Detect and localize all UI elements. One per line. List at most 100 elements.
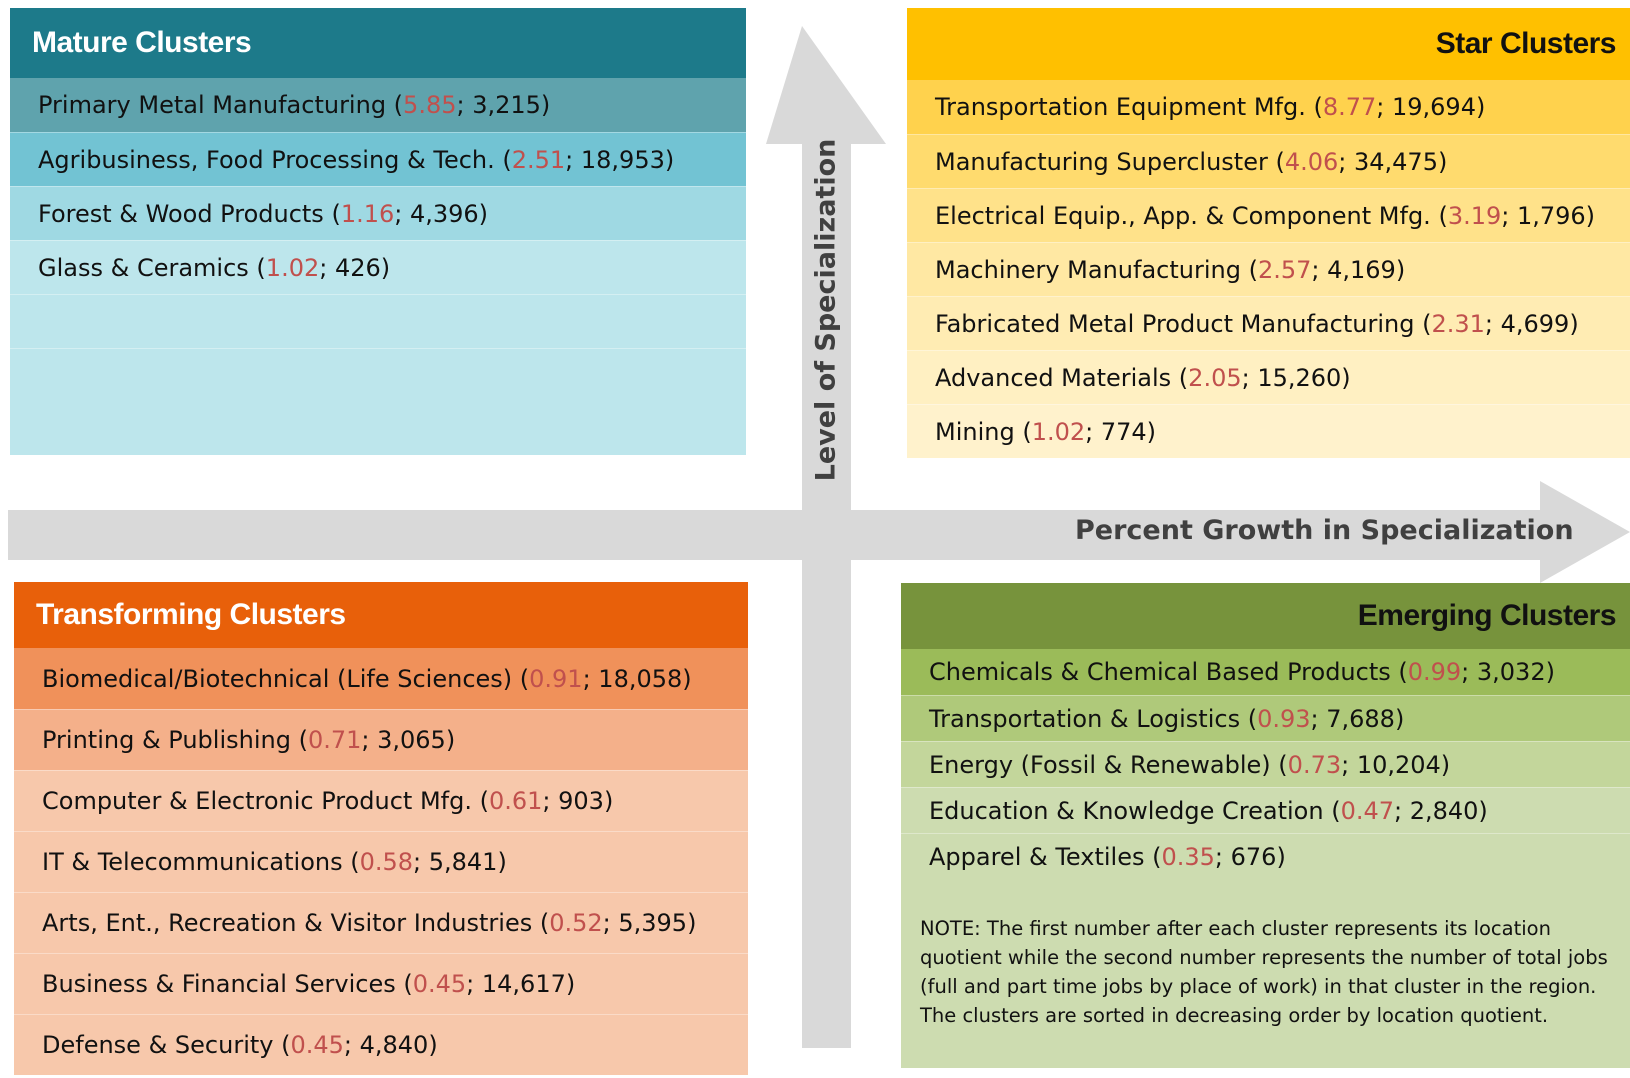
location-quotient: 0.35 — [1161, 842, 1215, 871]
cluster-name: Glass & Ceramics ( — [38, 253, 266, 282]
job-count: ; 3,215) — [456, 91, 551, 119]
job-count: ; 4,169) — [1311, 255, 1406, 284]
job-count: ; 4,840) — [343, 1031, 438, 1059]
job-count: ; 7,688) — [1310, 704, 1405, 733]
cluster-row: Defense & Security (0.45; 4,840) — [14, 1014, 748, 1075]
cluster-name: Defense & Security ( — [42, 1031, 291, 1059]
job-count: ; 15,260) — [1241, 363, 1351, 392]
location-quotient: 1.02 — [265, 253, 320, 282]
cluster-row: Business & Financial Services (0.45; 14,… — [14, 953, 748, 1014]
cluster-row: Arts, Ent., Recreation & Visitor Industr… — [14, 892, 748, 953]
job-count: ; 14,617) — [466, 970, 576, 998]
location-quotient: 5.85 — [403, 91, 457, 119]
cluster-name: Arts, Ent., Recreation & Visitor Industr… — [42, 909, 550, 937]
cluster-name: Forest & Wood Products ( — [38, 199, 341, 228]
cluster-name: Computer & Electronic Product Mfg. ( — [42, 787, 489, 815]
location-quotient: 0.91 — [529, 664, 583, 693]
location-quotient: 2.51 — [511, 145, 566, 174]
cluster-name: Transportation & Logistics ( — [929, 704, 1258, 733]
location-quotient: 0.58 — [359, 848, 414, 876]
cluster-name: Business & Financial Services ( — [42, 970, 413, 998]
cluster-row: IT & Telecommunications (0.58; 5,841) — [14, 831, 748, 892]
location-quotient: 0.99 — [1407, 658, 1462, 686]
cluster-row: Forest & Wood Products (1.16; 4,396) — [10, 186, 746, 240]
note: NOTE: The first number after each cluste… — [920, 917, 1608, 1027]
cluster-name: Machinery Manufacturing ( — [935, 255, 1258, 284]
cluster-row: Fabricated Metal Product Manufacturing (… — [907, 296, 1630, 350]
job-count: ; 4,699) — [1484, 309, 1579, 338]
cluster-row: Printing & Publishing (0.71; 3,065) — [14, 709, 748, 770]
job-count: ; 5,395) — [602, 909, 697, 937]
location-quotient: 3.19 — [1447, 201, 1502, 230]
job-count: ; 18,953) — [565, 145, 675, 174]
location-quotient: 8.77 — [1322, 93, 1377, 121]
location-quotient: 0.93 — [1257, 704, 1311, 733]
cluster-name: Agribusiness, Food Processing & Tech. ( — [38, 145, 512, 174]
quadrant: Mature Clusters Primary Metal Manufacturi… — [10, 8, 746, 455]
quadrant-title: Star Clusters — [907, 8, 1630, 80]
quadrant-title: Mature Clusters — [10, 8, 746, 78]
location-quotient: 0.45 — [412, 970, 467, 998]
job-count: ; 1,796) — [1501, 201, 1596, 230]
cluster-name: Fabricated Metal Product Manufacturing ( — [935, 309, 1432, 338]
quadrant: Emerging Clusters Chemicals & Chemical Ba… — [901, 583, 1630, 1068]
cluster-name: Manufacturing Supercluster ( — [935, 147, 1285, 176]
empty-row — [10, 294, 746, 348]
vertical-axis-label: Level of Specialization — [810, 138, 842, 482]
empty-row — [10, 348, 746, 402]
cluster-row: Energy (Fossil & Renewable) (0.73; 10,20… — [901, 741, 1630, 787]
job-count: ; 903) — [542, 787, 614, 815]
cluster-row: Manufacturing Supercluster (4.06; 34,475… — [907, 134, 1630, 188]
location-quotient: 1.16 — [340, 199, 395, 228]
cluster-name: Transportation Equipment Mfg. ( — [935, 93, 1323, 121]
quadrant-title: Emerging Clusters — [901, 583, 1630, 649]
cluster-name: Printing & Publishing ( — [42, 726, 308, 754]
job-count: ; 18,058) — [582, 664, 692, 693]
location-quotient: 2.57 — [1257, 255, 1312, 284]
cluster-row: Transportation & Logistics (0.93; 7,688) — [901, 695, 1630, 741]
location-quotient: 2.05 — [1188, 363, 1242, 392]
job-count: ; 4,396) — [394, 199, 489, 228]
cluster-row: Electrical Equip., App. & Component Mfg.… — [907, 188, 1630, 242]
cluster-name: IT & Telecommunications ( — [42, 848, 360, 876]
location-quotient: 0.47 — [1340, 796, 1394, 825]
job-count: ; 676) — [1214, 842, 1286, 871]
cluster-name: Biomedical/Biotechnical (Life Sciences) … — [42, 664, 530, 693]
cluster-row: Advanced Materials (2.05; 15,260) — [907, 350, 1630, 404]
cluster-name: Electrical Equip., App. & Component Mfg.… — [935, 201, 1448, 230]
cluster-name: Education & Knowledge Creation ( — [929, 796, 1341, 825]
location-quotient: 0.45 — [290, 1031, 344, 1059]
location-quotient: 2.31 — [1431, 309, 1485, 338]
job-count: ; 3,032) — [1461, 658, 1555, 686]
cluster-row: Mining (1.02; 774) — [907, 404, 1630, 458]
cluster-name: Mining ( — [935, 417, 1032, 446]
cluster-name: Primary Metal Manufacturing ( — [38, 91, 404, 119]
quadrant: Star Clusters Transportation Equipment Mf… — [907, 8, 1630, 458]
location-quotient: 1.02 — [1031, 417, 1086, 446]
location-quotient: 0.52 — [549, 909, 603, 937]
horizontal-arrow — [8, 481, 1630, 583]
location-quotient: 4.06 — [1284, 147, 1339, 176]
quadrant: Transforming Clusters Biomedical/Biotechn… — [14, 582, 748, 1075]
horizontal-axis-label: Percent Growth in Specialization — [1075, 515, 1574, 546]
cluster-row: Machinery Manufacturing (2.57; 4,169) — [907, 242, 1630, 296]
location-quotient: 0.61 — [488, 787, 543, 815]
job-count: ; 426) — [319, 253, 391, 282]
cluster-row: Biomedical/Biotechnical (Life Sciences) … — [14, 648, 748, 709]
cluster-row: Apparel & Textiles (0.35; 676) — [901, 833, 1630, 879]
job-count: ; 3,065) — [361, 726, 456, 754]
cluster-name: Advanced Materials ( — [935, 363, 1189, 392]
location-quotient: 0.71 — [307, 726, 362, 754]
cluster-name: Chemicals & Chemical Based Products ( — [929, 658, 1408, 686]
job-count: ; 2,840) — [1394, 796, 1488, 825]
cluster-name: Energy (Fossil & Renewable) ( — [929, 750, 1288, 779]
cluster-row: Primary Metal Manufacturing (5.85; 3,215… — [10, 78, 746, 132]
cluster-row: Glass & Ceramics (1.02; 426) — [10, 240, 746, 294]
cluster-name: Apparel & Textiles ( — [929, 842, 1162, 871]
job-count: ; 34,475) — [1338, 147, 1448, 176]
job-count: ; 10,204) — [1341, 750, 1451, 779]
cluster-row: Agribusiness, Food Processing & Tech. (2… — [10, 132, 746, 186]
job-count: ; 774) — [1085, 417, 1157, 446]
